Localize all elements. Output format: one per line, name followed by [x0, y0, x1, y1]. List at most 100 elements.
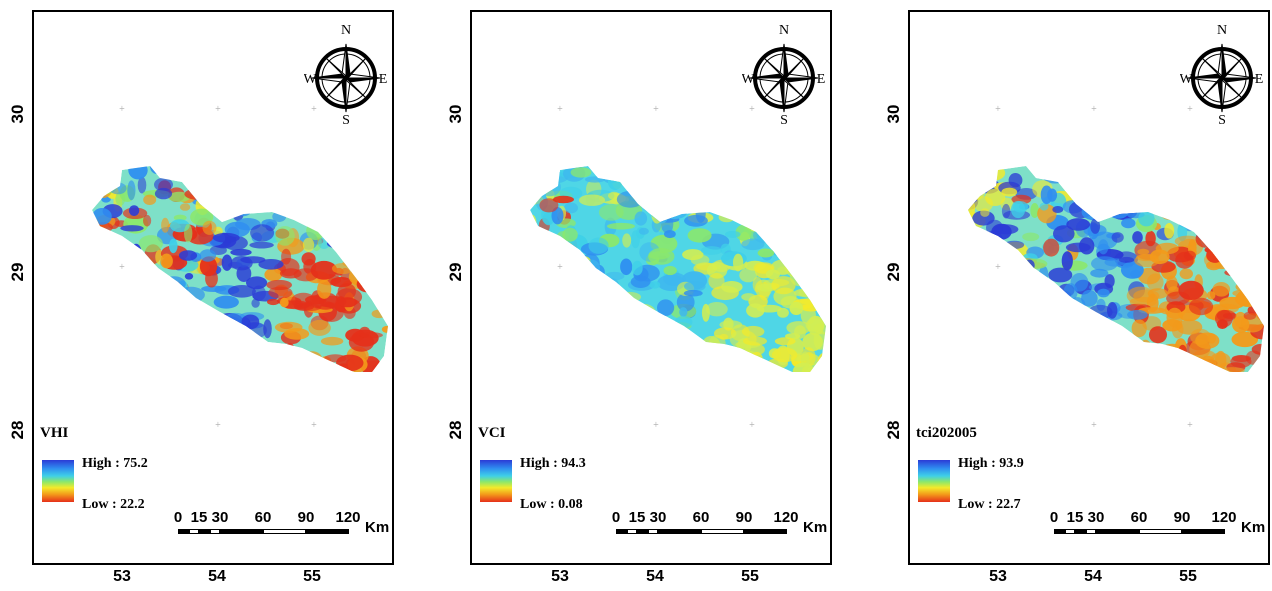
raster-patch — [700, 246, 723, 255]
raster-patch — [679, 333, 690, 342]
raster-patch — [1234, 198, 1258, 205]
raster-patch — [179, 203, 191, 211]
raster-patch — [98, 334, 121, 346]
raster-patch — [164, 317, 183, 330]
raster-patch — [1147, 288, 1169, 299]
raster-patch — [309, 202, 321, 221]
raster-patch — [725, 230, 741, 238]
raster-patch — [377, 218, 388, 236]
scale-label: 0 — [1049, 509, 1059, 526]
index-title: VHI — [40, 425, 69, 441]
raster-patch — [599, 361, 619, 372]
raster-patch — [110, 300, 121, 312]
raster-patch — [718, 212, 735, 223]
raster-patch — [1015, 341, 1032, 352]
raster-patch — [1206, 247, 1224, 263]
raster-patch — [694, 187, 717, 208]
raster-patch — [817, 193, 826, 209]
raster-patch — [998, 273, 1023, 282]
raster-patch — [530, 270, 551, 289]
raster-patch — [1040, 324, 1065, 342]
raster-patch — [1054, 311, 1067, 323]
raster-patch — [352, 216, 371, 232]
raster-patch — [219, 190, 246, 198]
raster-patch — [1020, 369, 1041, 372]
raster-patch — [662, 205, 688, 219]
raster-patch — [968, 235, 990, 249]
raster-patch — [651, 166, 667, 171]
raster-patch — [214, 314, 227, 324]
raster-patch — [622, 233, 632, 248]
raster-patch — [705, 302, 728, 317]
raster-patch — [684, 166, 712, 170]
raster-patch — [651, 203, 663, 224]
raster-patch — [249, 166, 258, 183]
raster-patch — [367, 235, 379, 250]
raster-patch — [987, 333, 1015, 346]
raster-patch — [682, 352, 705, 366]
raster-patch — [642, 170, 652, 185]
raster-patch — [306, 221, 325, 241]
raster-patch — [616, 367, 629, 372]
raster-patch — [370, 239, 384, 259]
raster-patch — [176, 286, 205, 303]
raster-patch — [259, 194, 274, 213]
raster-patch — [1245, 217, 1260, 234]
raster-patch — [584, 259, 600, 276]
x-tick-label: 55 — [1179, 568, 1197, 585]
raster-patch — [1017, 293, 1045, 311]
raster-patch — [1023, 259, 1035, 272]
raster-patch — [968, 347, 987, 364]
scale-label: 15 — [190, 509, 208, 526]
raster-patch — [178, 301, 191, 318]
raster-patch — [1154, 174, 1167, 188]
raster-patch — [1258, 301, 1264, 310]
raster-patch — [808, 244, 817, 264]
raster-patch — [971, 353, 987, 370]
raster-patch — [269, 182, 280, 191]
raster-patch — [1145, 230, 1156, 247]
raster-patch — [805, 174, 816, 189]
raster-patch — [1066, 218, 1091, 231]
map-panel: + + + + + + 30 29 28 53 54 55 N S W E — [884, 0, 1272, 591]
raster-patch — [1090, 268, 1109, 278]
raster-patch — [701, 303, 710, 322]
raster-patch — [616, 190, 644, 208]
raster-patch — [381, 325, 388, 333]
raster-patch — [1138, 210, 1155, 227]
scale-unit: Km — [803, 519, 828, 536]
raster-patch — [178, 250, 198, 261]
raster-patch — [235, 202, 252, 217]
raster-patch — [715, 194, 727, 208]
raster-patch — [1179, 268, 1193, 280]
raster-patch — [597, 319, 626, 328]
svg-text:W: W — [304, 72, 317, 87]
raster-patch — [115, 191, 126, 206]
raster-patch — [710, 359, 730, 369]
raster-patch — [749, 366, 767, 372]
raster-patch — [631, 303, 657, 324]
raster-patch — [1254, 196, 1264, 205]
raster-patch — [308, 319, 331, 336]
raster-patch — [610, 304, 634, 323]
raster-patch — [634, 184, 644, 194]
raster-patch — [674, 326, 687, 345]
raster-patch — [378, 274, 388, 288]
raster-patch — [176, 306, 193, 324]
y-tick-label: 30 — [446, 104, 465, 124]
raster-patch — [1134, 254, 1160, 268]
raster-patch — [287, 355, 308, 365]
raster-patch — [784, 259, 811, 278]
raster-patch — [191, 340, 209, 350]
raster-patch — [1133, 195, 1143, 209]
raster-patch — [113, 366, 142, 372]
raster-patch — [565, 338, 589, 350]
raster-patch — [543, 328, 565, 348]
raster-patch — [376, 189, 388, 199]
raster-patch — [631, 260, 643, 276]
raster-patch — [337, 297, 358, 308]
raster-patch — [378, 290, 388, 302]
raster-patch — [122, 359, 131, 371]
raster-patch — [279, 297, 289, 308]
raster-patch — [1137, 248, 1150, 255]
